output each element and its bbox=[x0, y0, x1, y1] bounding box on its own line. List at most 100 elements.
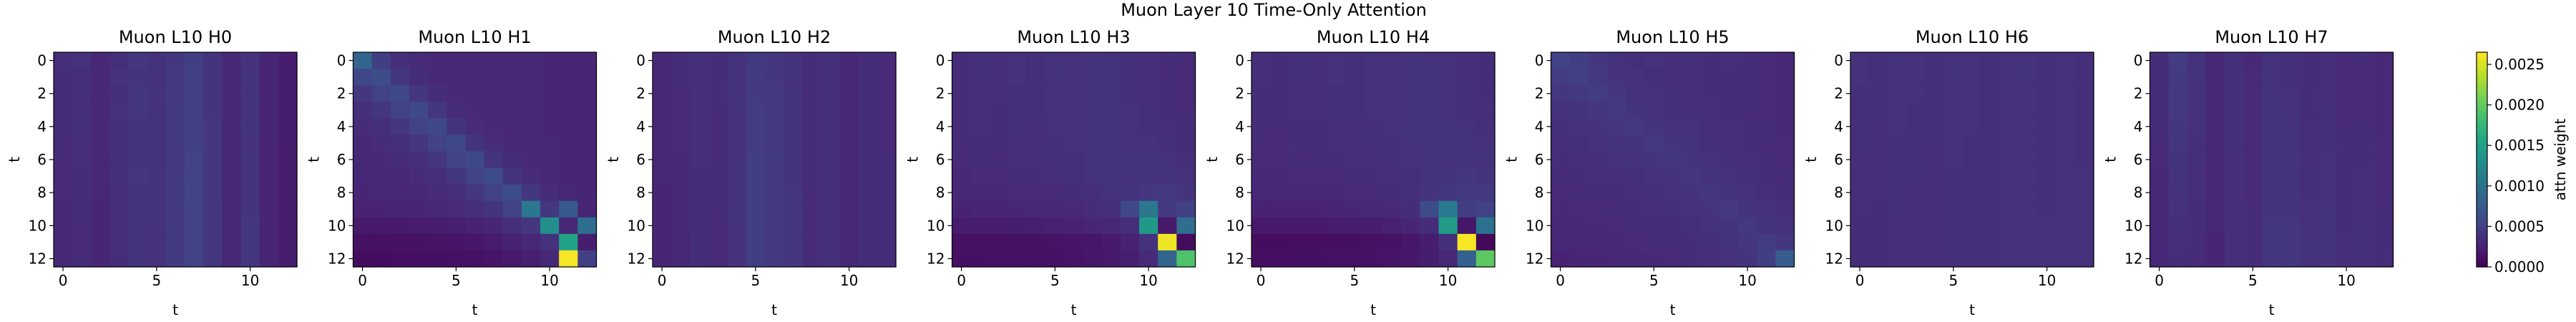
heatmap-cell bbox=[1757, 217, 1776, 235]
heatmap-cell bbox=[1120, 217, 1140, 235]
heatmap-cell bbox=[1289, 233, 1309, 251]
heatmap-cell bbox=[128, 69, 148, 86]
heatmap-cell bbox=[690, 217, 710, 235]
heatmap-cell bbox=[428, 52, 447, 69]
heatmap-cell bbox=[1289, 217, 1309, 235]
heatmap-cell bbox=[989, 151, 1009, 169]
heatmap-cell bbox=[1888, 184, 1908, 202]
heatmap-cell bbox=[2037, 250, 2057, 268]
heatmap-cell bbox=[465, 85, 485, 102]
heatmap-cell bbox=[540, 102, 560, 119]
heatmap-cell bbox=[1775, 151, 1795, 169]
heatmap-cell bbox=[165, 69, 185, 86]
heatmap-cell bbox=[1943, 233, 1963, 251]
heatmap-cell bbox=[1588, 250, 1608, 268]
heatmap-cell bbox=[1738, 233, 1757, 251]
heatmap-cell bbox=[764, 102, 784, 119]
heatmap-cell bbox=[91, 250, 111, 268]
heatmap-cell bbox=[2168, 52, 2188, 69]
y-tick-label: 8 bbox=[936, 184, 945, 201]
heatmap-cell bbox=[2187, 217, 2207, 235]
heatmap-cell bbox=[559, 250, 578, 268]
heatmap-cell bbox=[1420, 250, 1440, 268]
heatmap-cell bbox=[278, 102, 298, 119]
heatmap-cell bbox=[91, 167, 111, 185]
heatmap-cell bbox=[521, 135, 541, 152]
x-tick-label: 5 bbox=[1649, 272, 1659, 289]
heatmap-cell bbox=[2374, 250, 2394, 268]
heatmap-cell bbox=[577, 217, 597, 235]
heatmap-cell bbox=[802, 184, 821, 202]
heatmap-cell bbox=[1382, 135, 1402, 152]
colorbar-segment bbox=[2477, 197, 2487, 200]
heatmap-cell bbox=[2037, 200, 2057, 218]
heatmap-cell bbox=[1027, 52, 1046, 69]
heatmap-cell bbox=[764, 217, 784, 235]
heatmap-cell bbox=[1682, 233, 1702, 251]
heatmap-cell bbox=[877, 184, 897, 202]
heatmap-cell bbox=[2056, 118, 2076, 135]
colorbar-segment bbox=[2477, 224, 2487, 227]
heatmap-cell bbox=[2374, 85, 2394, 102]
heatmap-cell bbox=[1569, 69, 1589, 86]
heatmap-cell bbox=[428, 69, 447, 86]
heatmap-cell bbox=[877, 167, 897, 185]
heatmap-cell bbox=[1606, 102, 1626, 119]
heatmap-cell bbox=[371, 200, 391, 218]
heatmap-cell bbox=[1326, 102, 1346, 119]
heatmap-cell bbox=[708, 200, 728, 218]
heatmap-cell bbox=[54, 85, 73, 102]
heatmap-cell bbox=[2150, 102, 2170, 119]
colorbar-segment bbox=[2477, 254, 2487, 257]
heatmap-cell bbox=[484, 167, 504, 185]
heatmap-cell bbox=[2299, 102, 2319, 119]
y-tick-label: 8 bbox=[1235, 184, 1244, 201]
heatmap-cell bbox=[1008, 135, 1028, 152]
heatmap-cell bbox=[970, 184, 990, 202]
heatmap-cell bbox=[1475, 217, 1496, 235]
heatmap-cell bbox=[1008, 233, 1028, 251]
heatmap-cell bbox=[1457, 200, 1477, 218]
heatmap-cell bbox=[1925, 118, 1945, 135]
heatmap-cell bbox=[502, 118, 522, 135]
heatmap-cell bbox=[1906, 217, 1926, 235]
x-tick-label: 10 bbox=[2337, 272, 2355, 289]
heatmap-cell bbox=[821, 135, 841, 152]
heatmap-cell bbox=[371, 85, 391, 102]
heatmap-cell bbox=[1644, 250, 1664, 268]
heatmap-cell bbox=[1475, 200, 1496, 218]
colorbar-segment bbox=[2477, 52, 2487, 55]
heatmap-cell bbox=[802, 135, 821, 152]
heatmap-cell bbox=[1307, 85, 1327, 102]
heatmap-cell bbox=[559, 167, 578, 185]
heatmap-cell bbox=[764, 184, 784, 202]
colorbar-segment bbox=[2477, 125, 2487, 128]
heatmap-cell bbox=[952, 52, 972, 69]
heatmap-cell bbox=[1101, 151, 1121, 169]
heatmap-cell bbox=[1869, 233, 1888, 251]
heatmap-cell bbox=[2337, 167, 2356, 185]
heatmap-cell bbox=[2187, 135, 2207, 152]
heatmap-cell bbox=[1252, 85, 1271, 102]
heatmap-cell bbox=[690, 102, 710, 119]
heatmap-cell bbox=[1326, 200, 1346, 218]
heatmap-cell bbox=[2356, 118, 2375, 135]
heatmap-cell bbox=[1008, 102, 1028, 119]
heatmap-cell bbox=[1139, 217, 1158, 235]
heatmap-cell bbox=[390, 233, 410, 251]
heatmap-cell bbox=[727, 200, 747, 218]
colorbar-segment bbox=[2477, 253, 2487, 255]
heatmap-cell bbox=[1475, 151, 1496, 169]
heatmap-cell bbox=[2037, 151, 2057, 169]
colorbar-segment bbox=[2477, 104, 2487, 107]
heatmap-cell bbox=[1382, 233, 1402, 251]
heatmap-cell bbox=[353, 200, 373, 218]
heatmap-cell bbox=[2056, 52, 2076, 69]
heatmap-cell bbox=[877, 102, 897, 119]
y-tick-label: 10 bbox=[1226, 217, 1244, 234]
heatmap-cell bbox=[1158, 200, 1177, 218]
heatmap-cell bbox=[203, 167, 223, 185]
colorbar-segment bbox=[2477, 228, 2487, 230]
heatmap-cell bbox=[109, 250, 130, 268]
